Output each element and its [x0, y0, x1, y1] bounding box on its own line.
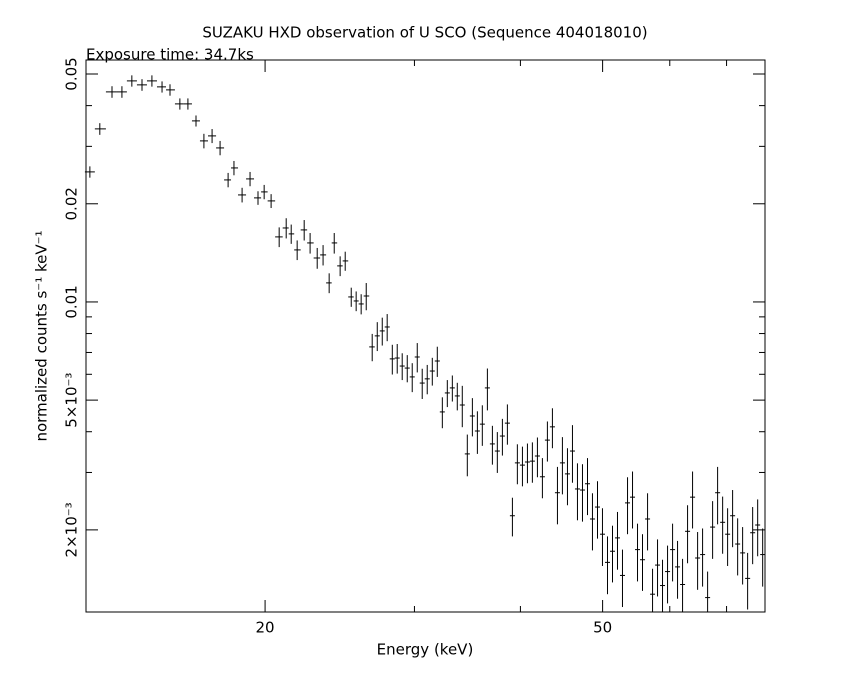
y-tick-label: 0.05: [63, 57, 81, 90]
y-tick-label: 0.02: [63, 187, 81, 220]
chart-subtitle: Exposure time: 34.7ks: [86, 46, 254, 64]
x-axis-label: Energy (keV): [377, 641, 474, 659]
x-tick-label: 20: [256, 619, 275, 637]
chart-title: SUZAKU HXD observation of U SCO (Sequenc…: [202, 24, 647, 42]
y-tick-label: 5×10⁻³: [63, 373, 81, 428]
y-axis-label: normalized counts s⁻¹ keV⁻¹: [33, 230, 51, 441]
plot-frame: [85, 59, 766, 613]
y-tick-label: 2×10⁻³: [63, 502, 81, 557]
x-tick-label: 50: [593, 619, 612, 637]
y-tick-label: 0.01: [63, 285, 81, 318]
